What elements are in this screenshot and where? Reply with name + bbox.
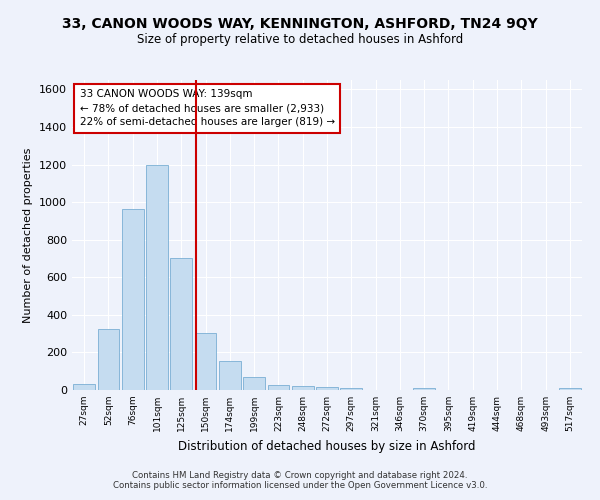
Bar <box>122 208 143 390</box>
X-axis label: Distribution of detached houses by size in Ashford: Distribution of detached houses by size … <box>178 440 476 452</box>
Bar <box>340 388 362 390</box>
Bar <box>194 332 217 390</box>
Bar <box>559 388 581 390</box>
Bar <box>97 329 119 390</box>
Text: 33, CANON WOODS WAY, KENNINGTON, ASHFORD, TN24 9QY: 33, CANON WOODS WAY, KENNINGTON, ASHFORD… <box>62 18 538 32</box>
Bar <box>268 384 289 390</box>
Bar <box>73 384 95 390</box>
Bar <box>316 387 338 390</box>
Bar <box>219 361 241 390</box>
Bar <box>146 166 168 390</box>
Bar <box>170 258 192 390</box>
Text: Contains HM Land Registry data © Crown copyright and database right 2024.
Contai: Contains HM Land Registry data © Crown c… <box>113 470 487 490</box>
Text: 33 CANON WOODS WAY: 139sqm
← 78% of detached houses are smaller (2,933)
22% of s: 33 CANON WOODS WAY: 139sqm ← 78% of deta… <box>80 90 335 128</box>
Bar <box>413 388 435 390</box>
Bar <box>243 377 265 390</box>
Y-axis label: Number of detached properties: Number of detached properties <box>23 148 34 322</box>
Text: Size of property relative to detached houses in Ashford: Size of property relative to detached ho… <box>137 32 463 46</box>
Bar <box>292 386 314 390</box>
